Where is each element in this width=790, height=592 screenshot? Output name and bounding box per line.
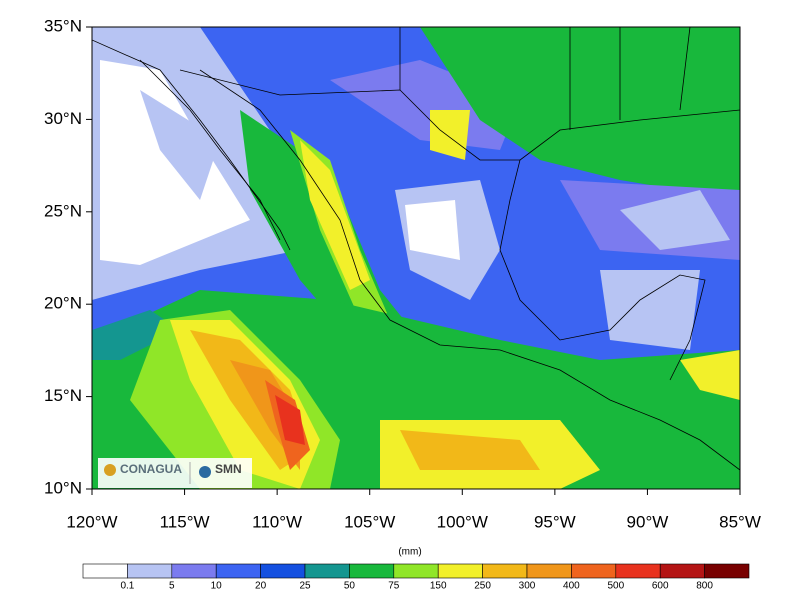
logo-left: CONAGUA [120,462,182,476]
y-tick-label: 10°N [44,478,82,497]
colorbar-label: 600 [652,581,669,592]
colorbar-swatch [127,563,173,579]
colorbar-swatch [437,563,483,579]
colorbar-swatch [215,563,261,579]
colorbar-swatch [526,563,572,579]
colorbar-label: 150 [430,581,447,592]
x-tick-label: 95°W [534,512,576,531]
colorbar-swatch [393,563,439,579]
y-tick-label: 20°N [44,294,82,313]
colorbar-swatch [615,563,661,579]
colorbar-label: 10 [211,581,223,592]
x-tick-label: 110°W [252,512,302,531]
colorbar-label: 400 [563,581,580,592]
logo-box: CONAGUA SMN [98,458,252,488]
colorbar-swatch [171,563,217,579]
colorbar-label: 0.1 [120,581,134,592]
colorbar-swatch [349,563,395,579]
colorbar-label: 5 [169,581,175,592]
x-tick-label: 105°W [344,512,395,531]
colorbar-swatch [482,563,528,579]
y-tick-label: 35°N [44,16,82,35]
x-tick-label: 85°W [719,512,761,531]
colorbar-swatch [82,563,128,579]
logo-right: SMN [215,462,242,476]
colorbar-label: 250 [474,581,491,592]
colorbar-swatch [704,563,750,579]
x-tick-label: 115°W [160,512,210,531]
colorbar-swatch [304,563,350,579]
colorbar-swatch [659,563,705,579]
coastlines [92,27,740,471]
precip-field [92,27,740,489]
colorbar-label: 300 [519,581,536,592]
colorbar-swatch [571,563,617,579]
y-tick-label: 15°N [44,386,82,405]
colorbar-label: 25 [299,581,311,592]
colorbar-label: 500 [607,581,624,592]
y-tick-label: 30°N [44,109,82,128]
map-frame [91,26,741,490]
x-tick-label: 120°W [66,512,117,531]
colorbar-label: 75 [388,581,400,592]
x-tick-label: 100°W [437,512,488,531]
colorbar-label: 20 [255,581,267,592]
colorbar-label: 50 [344,581,356,592]
colorbar-label: 800 [696,581,713,592]
y-tick-label: 25°N [44,201,82,220]
colorbar-unit: (mm) [398,547,421,558]
colorbar-swatch [260,563,306,579]
x-tick-label: 90°W [627,512,669,531]
